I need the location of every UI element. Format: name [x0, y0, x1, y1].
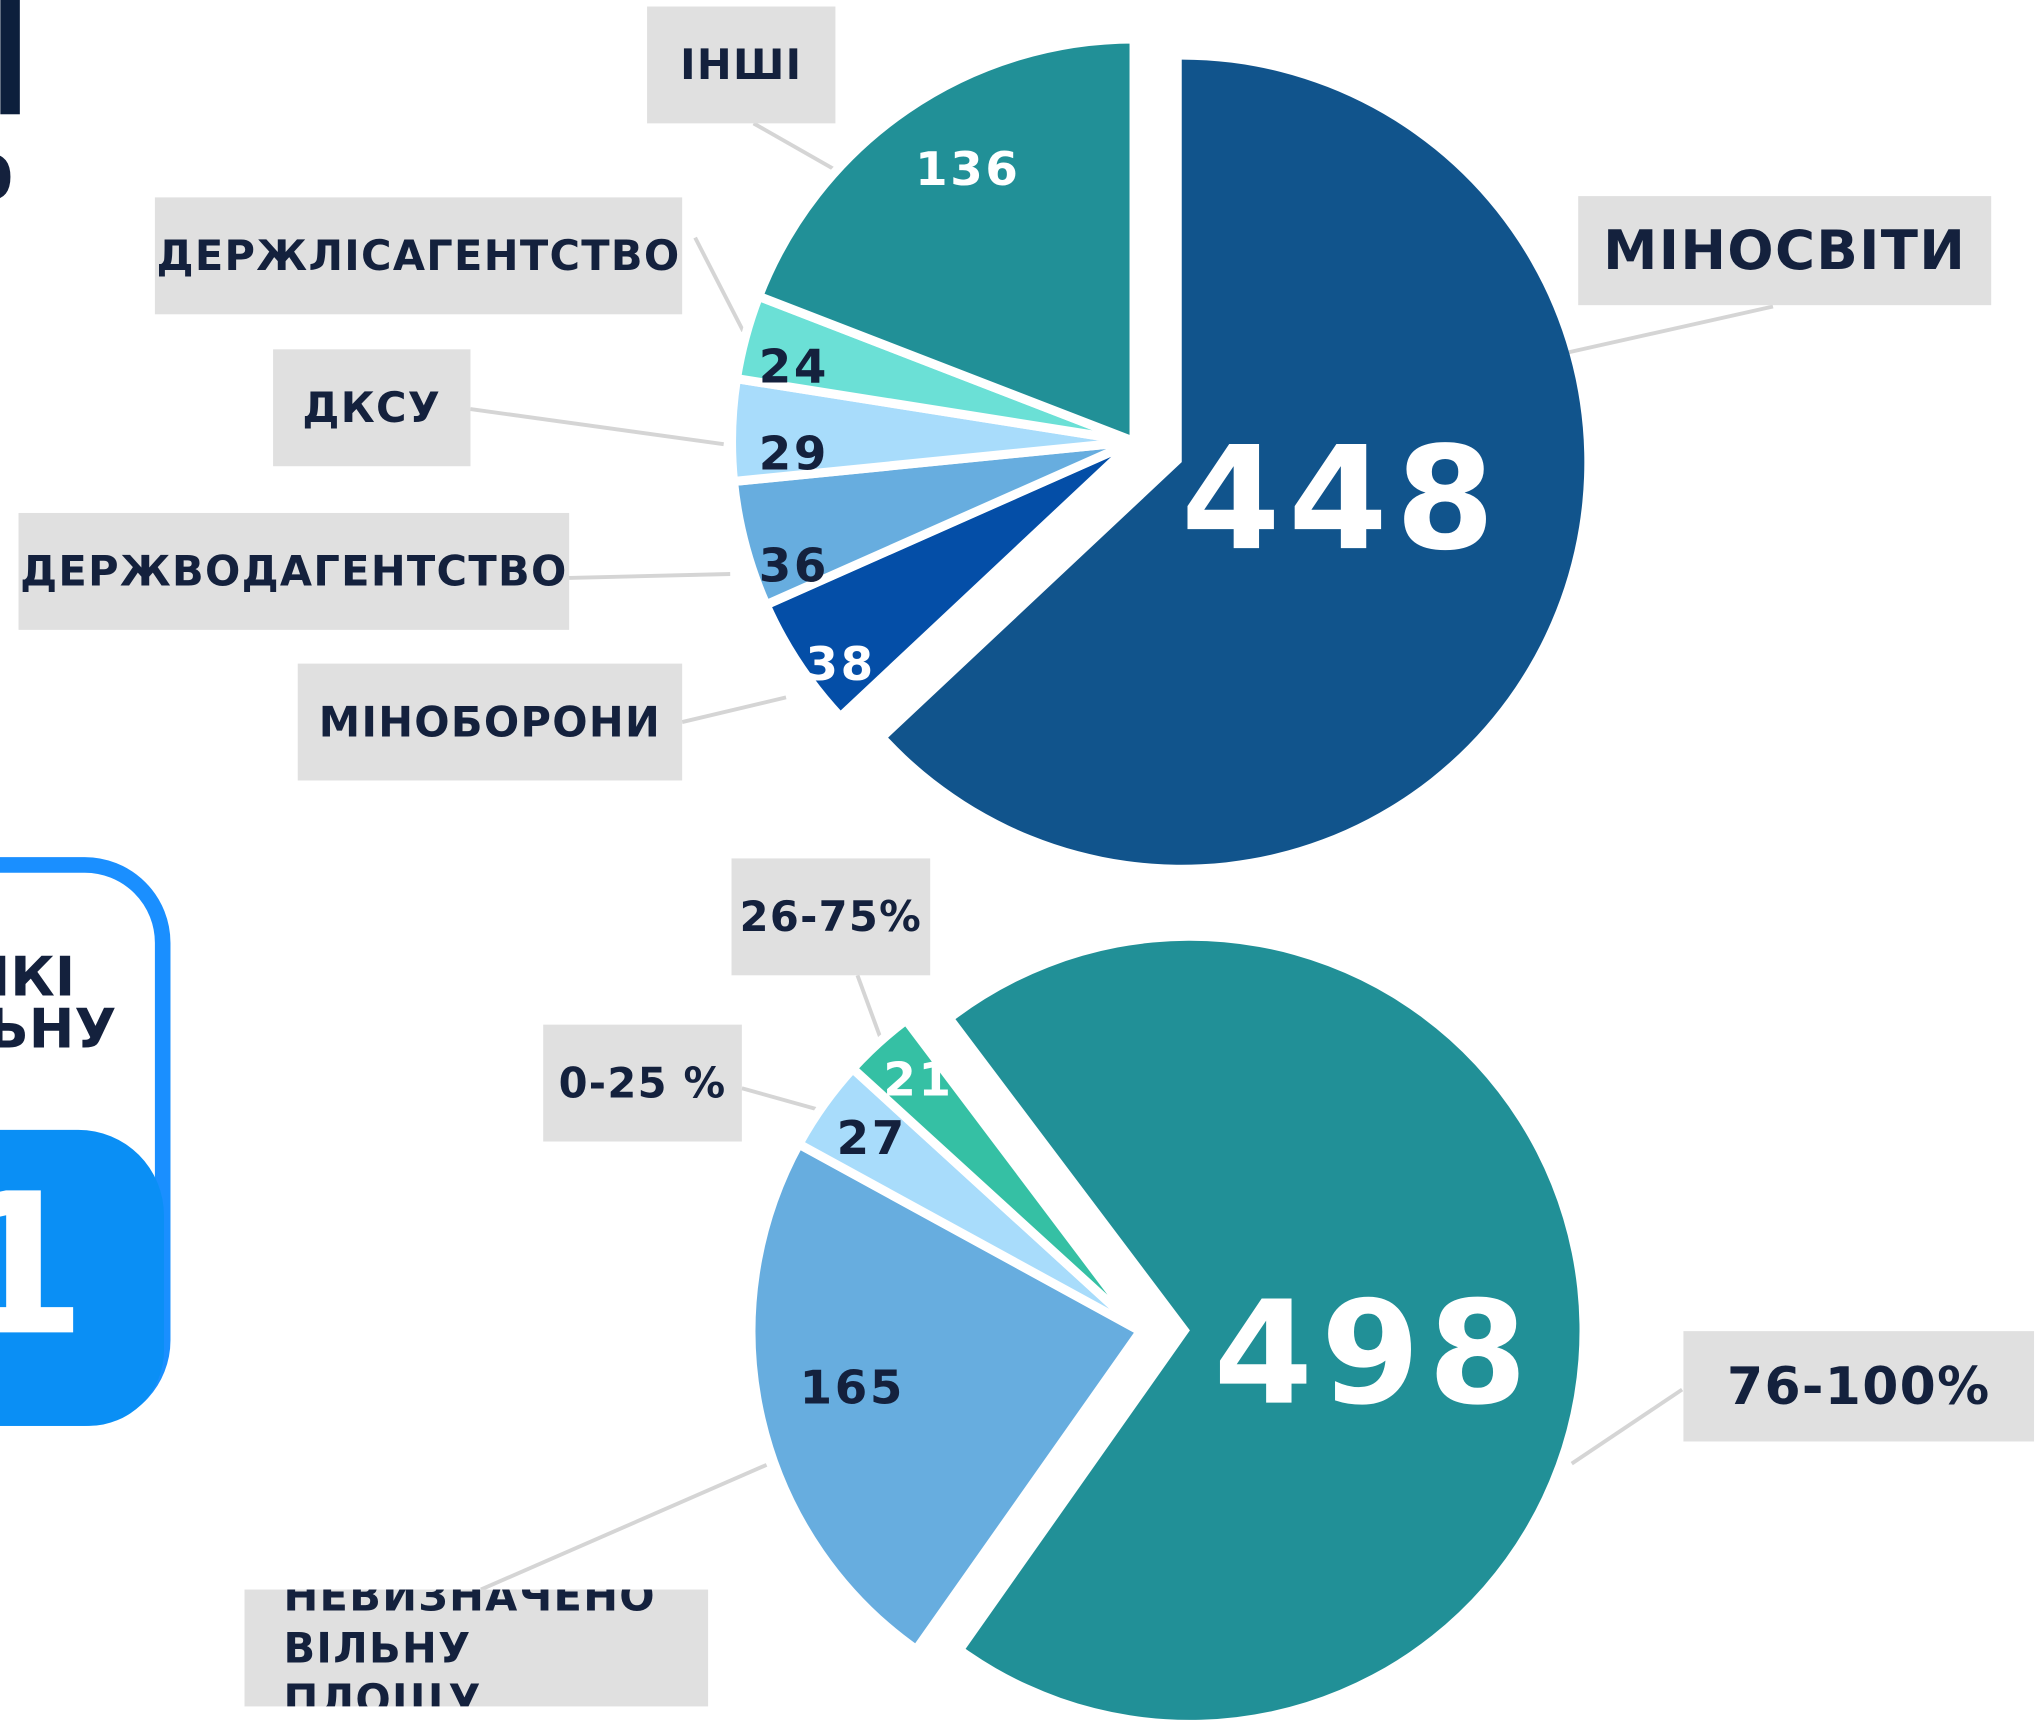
category-label: 26-75%: [739, 892, 923, 942]
label-holder: ДЕРЖЛІСАГЕНТСТВО: [156, 231, 681, 281]
label-box: [273, 349, 471, 467]
fragment-number: 0: [0, 144, 13, 213]
category-label: ДЕРЖВОДАГЕНТСТВО: [20, 546, 568, 597]
leader-line: [569, 572, 731, 580]
category-label: ІНШІ: [680, 40, 803, 90]
label-box: [543, 1024, 742, 1142]
leader-line: [693, 236, 745, 333]
pie-slice: [752, 34, 1139, 449]
fragment-card-fill: [0, 1129, 164, 1426]
label-holder: МІНОСВІТИ: [1603, 217, 1967, 282]
value-label: 498: [1214, 1270, 1536, 1437]
category-label: МІНОСВІТИ: [1603, 217, 1967, 282]
value-label: 27: [837, 1112, 907, 1166]
label-box: [297, 663, 683, 781]
label-holder: ІНШІ: [680, 40, 803, 90]
leader-line: [741, 1086, 822, 1113]
value-label: 136: [915, 143, 1020, 197]
leader-line: [470, 407, 724, 447]
label-holder: ДКСУ: [302, 383, 442, 433]
category-label: ДКСУ: [302, 383, 442, 433]
label-box: [731, 858, 931, 976]
label-box: [18, 512, 570, 630]
label-box: [244, 1589, 709, 1707]
leader-line: [1570, 1387, 1684, 1466]
pie-slice: [888, 59, 1585, 865]
label-holder: 0-25 %: [558, 1058, 727, 1108]
pie-slice: [955, 940, 1580, 1720]
leader-line: [855, 974, 883, 1040]
label-holder: ДЕРЖВОДАГЕНТСТВО: [20, 546, 568, 597]
leader-line: [480, 1463, 768, 1592]
label-box: [154, 197, 683, 315]
label-box: [1683, 1331, 2035, 1442]
pie-slice: [846, 1013, 1145, 1335]
category-label: 76-100%: [1727, 1356, 1991, 1417]
fragment-text: ІКІ: [0, 945, 75, 1009]
category-label: НЕВИЗНАЧЕНО ВІЛЬНУ ПЛОЩУ: [283, 1589, 656, 1707]
leader-line: [752, 121, 839, 174]
pie-slice: [746, 1137, 1148, 1657]
fragment-number: 1: [0, 1151, 87, 1378]
value-label: 24: [759, 341, 829, 395]
value-label: 165: [800, 1361, 905, 1415]
label-box: [1578, 196, 1992, 306]
label-holder: МІНОБОРОНИ: [318, 697, 662, 747]
value-label: 38: [805, 638, 875, 692]
value-label: 29: [759, 428, 829, 482]
label-holder: 76-100%: [1727, 1356, 1991, 1417]
fragment-bar: [0, 0, 20, 115]
label-holder: НЕВИЗНАЧЕНО ВІЛЬНУ ПЛОЩУ: [283, 1589, 656, 1707]
leader-line: [1558, 304, 1774, 357]
category-label: 0-25 %: [558, 1058, 727, 1108]
value-label: 21: [883, 1054, 953, 1108]
label-holder: 26-75%: [739, 892, 923, 942]
label-box: [647, 6, 836, 124]
leader-line: [681, 695, 787, 724]
value-label: 36: [759, 539, 829, 593]
fragment-text: ЛЬНУ: [0, 997, 116, 1061]
category-label: МІНОБОРОНИ: [318, 697, 662, 747]
value-label: 448: [1181, 415, 1503, 582]
category-label: ДЕРЖЛІСАГЕНТСТВО: [156, 231, 681, 281]
